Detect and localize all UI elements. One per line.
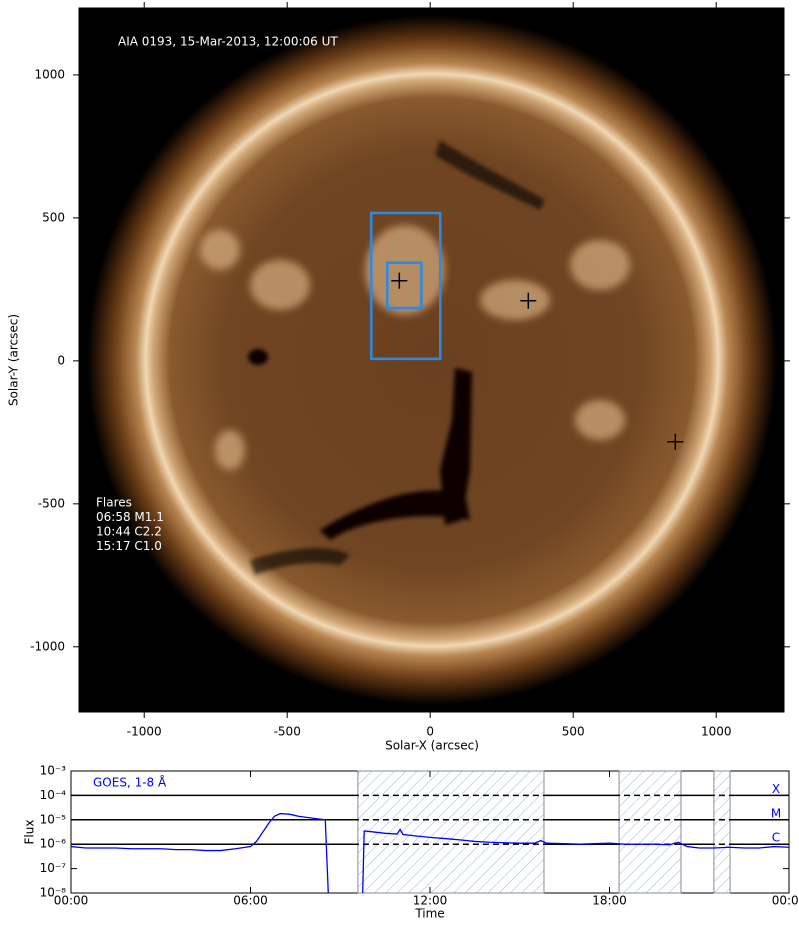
y-tick-label: 1000 xyxy=(34,67,65,81)
flare-annotation: 10:44 C2.2 xyxy=(96,525,162,539)
y-tick-label: 10⁻⁸ xyxy=(40,886,67,900)
y-axis-label: Flux xyxy=(23,820,37,845)
flare-annotation: 15:17 C1.0 xyxy=(96,539,162,553)
region-box xyxy=(386,261,423,310)
legend-label: GOES, 1-8 Å xyxy=(93,775,167,790)
y-tick-label: 500 xyxy=(42,210,65,224)
y-tick-label: 10⁻⁷ xyxy=(40,861,67,875)
x-axis-label: Solar-X (arcsec) xyxy=(385,739,479,753)
class-label: C xyxy=(772,831,780,845)
flare-annotation: Flares xyxy=(96,496,132,510)
y-tick-label: -500 xyxy=(38,496,65,510)
x-tick-label: -1000 xyxy=(127,725,162,739)
x-tick-label: 1000 xyxy=(701,725,732,739)
y-tick-label: 0 xyxy=(57,353,65,367)
flare-annotation: 06:58 M1.1 xyxy=(96,510,164,524)
class-label: M xyxy=(771,806,781,820)
flare-marker xyxy=(667,433,684,450)
x-tick-label: 18:00 xyxy=(592,894,627,908)
y-axis-label: Solar-Y (arcsec) xyxy=(7,314,21,406)
flare-marker xyxy=(520,292,537,309)
top-axes-frame xyxy=(78,7,785,713)
shaded-interval xyxy=(618,770,682,894)
y-tick-label: 10⁻³ xyxy=(40,764,67,778)
class-label: X xyxy=(772,782,780,796)
y-tick-label: 10⁻⁴ xyxy=(40,788,67,802)
y-tick-label: 10⁻⁵ xyxy=(40,812,67,826)
x-tick-label: 500 xyxy=(562,725,585,739)
x-tick-label: 06:00 xyxy=(233,894,268,908)
x-tick-label: 12:00 xyxy=(413,894,448,908)
x-axis-label: Time xyxy=(414,907,444,921)
x-tick-label: -500 xyxy=(274,725,301,739)
x-tick-label: 00:00 xyxy=(54,894,89,908)
y-tick-label: -1000 xyxy=(30,639,65,653)
shaded-interval xyxy=(357,770,545,894)
y-tick-label: 10⁻⁶ xyxy=(40,837,67,851)
flare-marker xyxy=(391,272,408,289)
shaded-interval xyxy=(713,770,731,894)
region-box xyxy=(370,211,442,361)
x-tick-label: 0 xyxy=(426,725,434,739)
image-title: AIA 0193, 15-Mar-2013, 12:00:06 UT xyxy=(118,35,338,49)
flux-line xyxy=(70,812,790,894)
x-tick-label: 00:00 xyxy=(772,894,799,908)
